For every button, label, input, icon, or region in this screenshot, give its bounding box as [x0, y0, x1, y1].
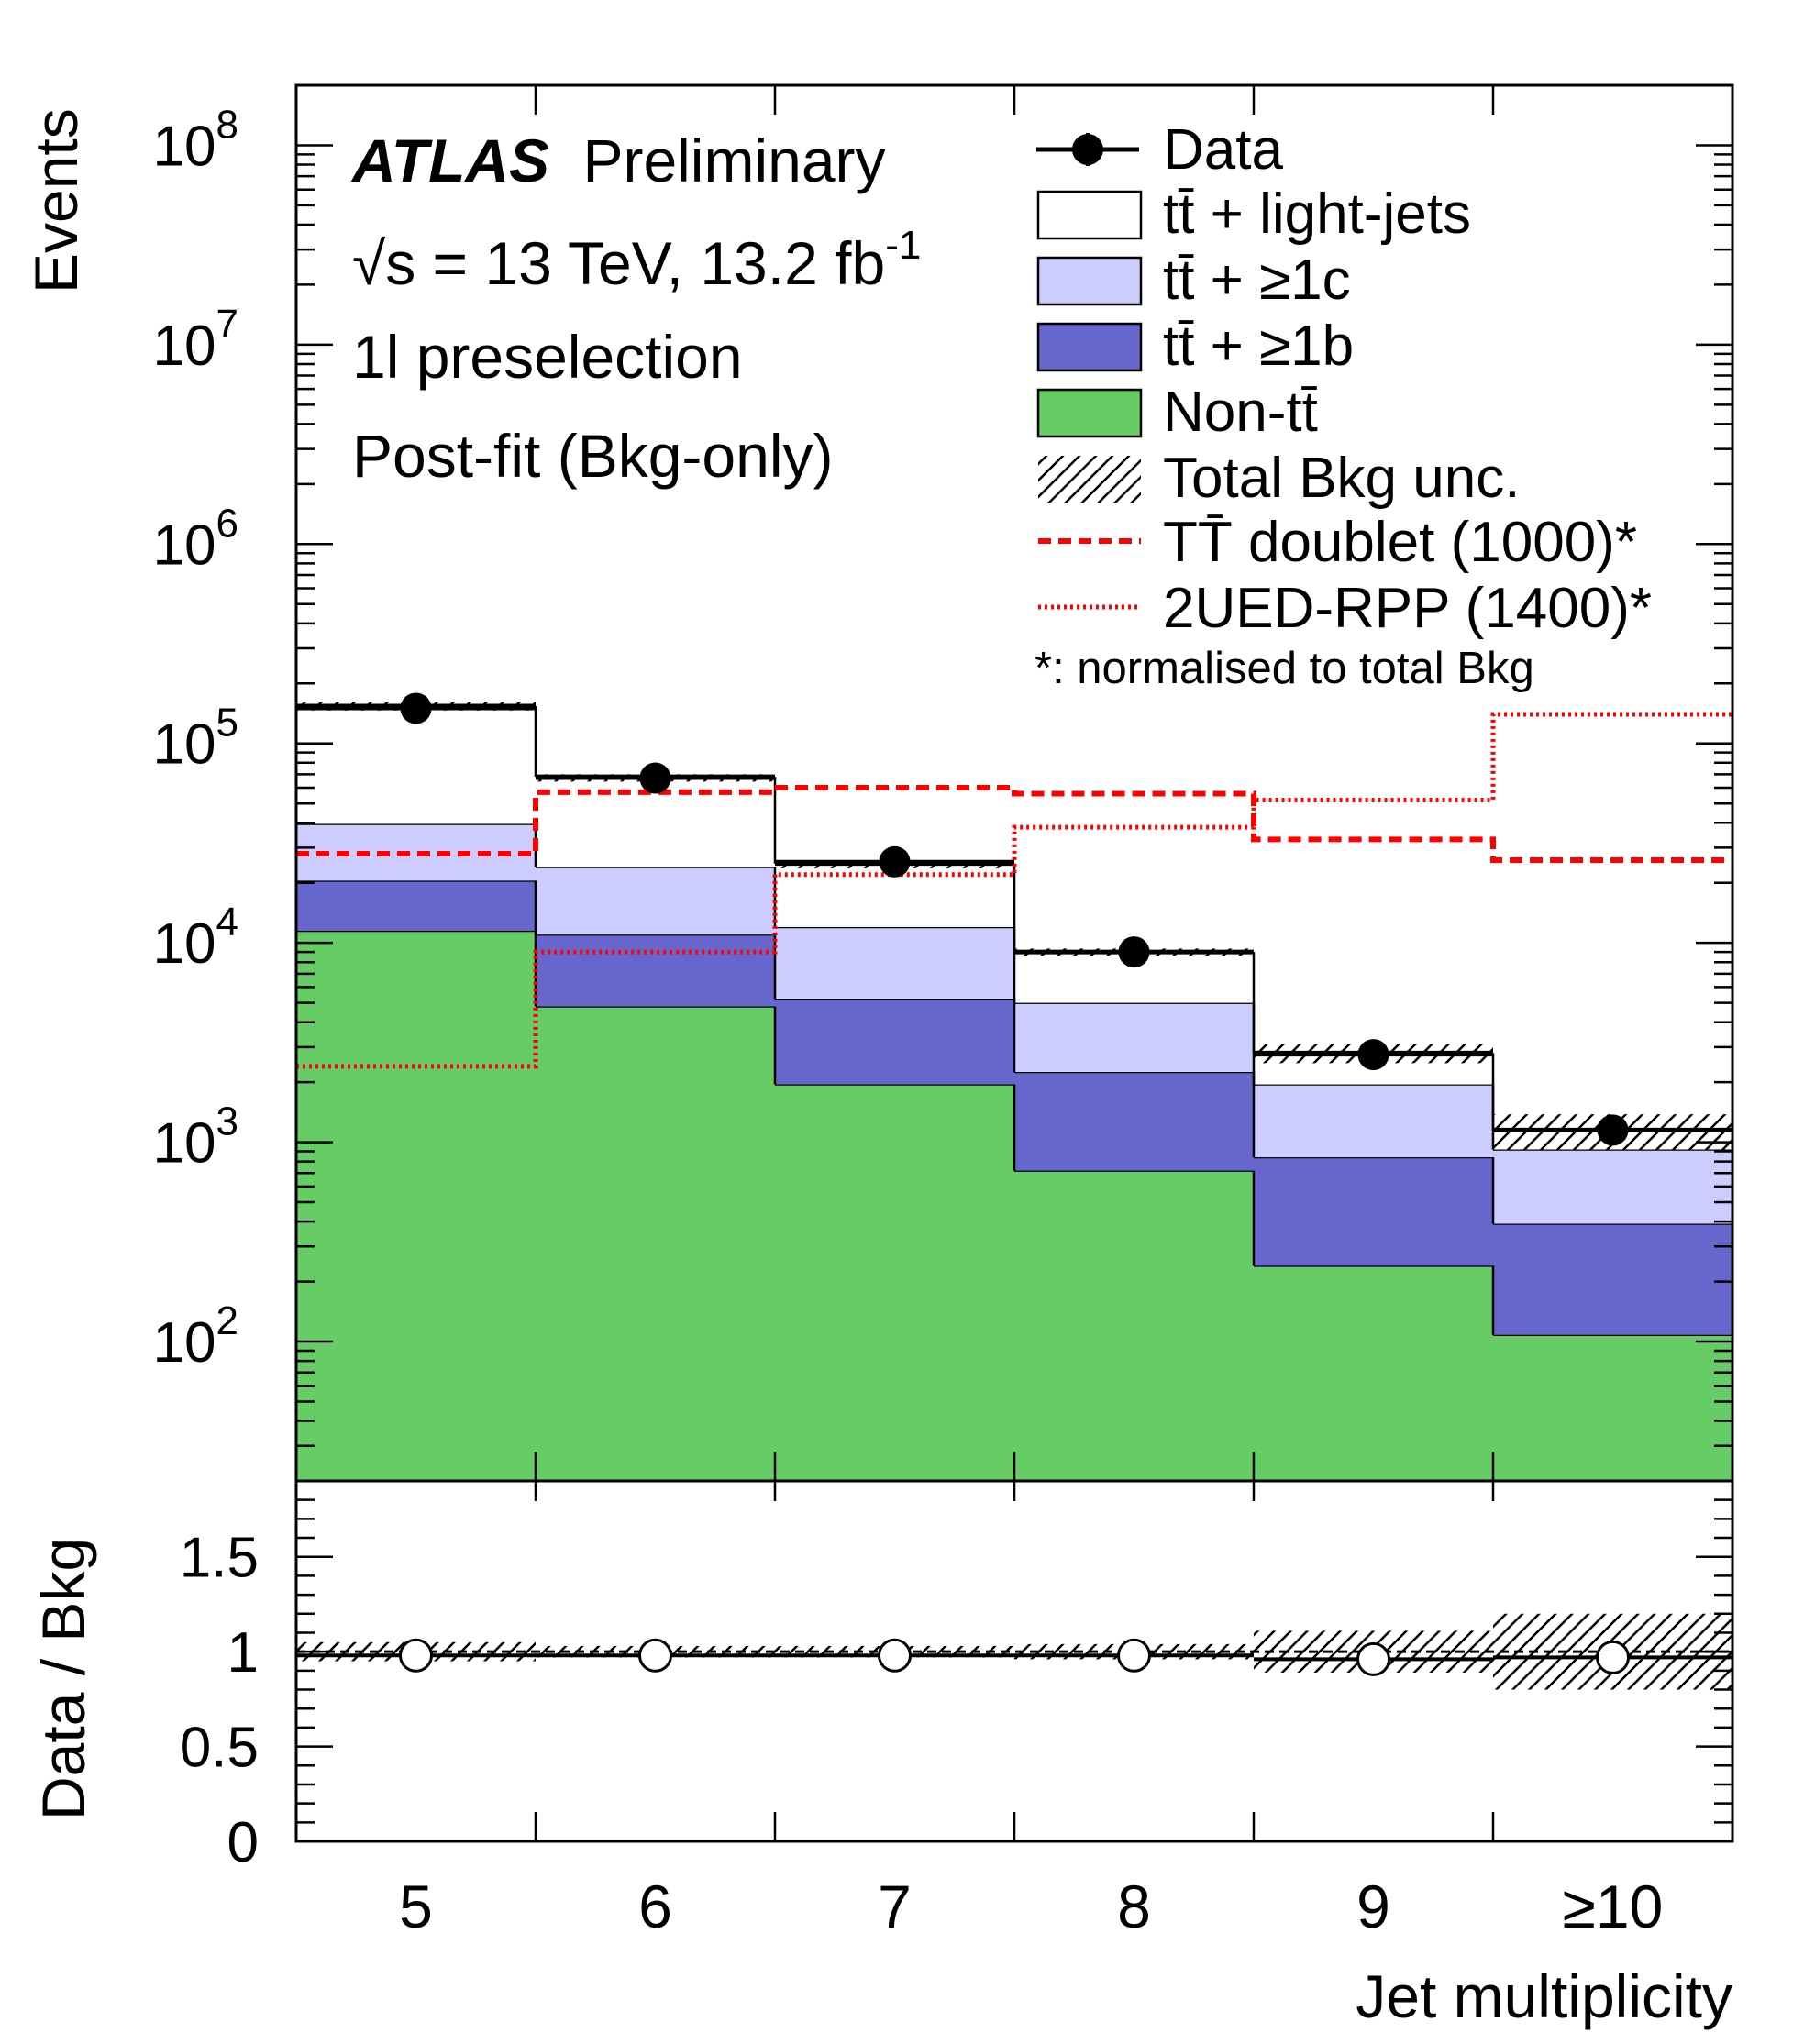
ratio-tick-label-3: 1.5: [180, 1527, 259, 1590]
bar-2-3: [1014, 1002, 1254, 1073]
y-axis-label: Events: [22, 108, 90, 293]
ratio-point-2: [878, 1638, 912, 1673]
bar-2-4: [1254, 1084, 1493, 1158]
signal-curves: [296, 712, 1732, 1069]
axes: 102 103 104 105 106 107 108 0 0.5 1 1.5 5 6 7 8 9 ≥10: [153, 83, 1732, 1940]
legend-b-swatch: [1036, 322, 1143, 372]
energy-lumi-label: √s = 13 TeV, 13.2 fb-1: [352, 223, 921, 297]
preliminary-label: Preliminary: [582, 127, 885, 194]
legend: Data tt̄ + light-jets tt̄ + ≥1c tt̄ + ≥1…: [1035, 118, 1652, 693]
x-tick-label-2: 7: [878, 1873, 912, 1940]
ratio-point-4: [1356, 1641, 1390, 1676]
bar-0-2: [775, 1084, 1014, 1481]
legend-data-marker: [1036, 133, 1139, 166]
ratio-tick-label-0: 0: [227, 1811, 259, 1874]
bar-0-4: [1254, 1265, 1493, 1481]
x-tick-label-1: 6: [638, 1873, 672, 1940]
x-tick-label-3: 8: [1117, 1873, 1151, 1940]
selection-label: 1l preselection: [352, 323, 743, 391]
bar-0-0: [296, 930, 536, 1481]
bar-1-0: [296, 880, 536, 931]
signal-curve-0: [296, 784, 1732, 863]
ratio-plot: [296, 1613, 1732, 1690]
y-tick-label-5: 107: [153, 302, 238, 378]
bar-2-1: [536, 867, 775, 935]
data-point-4: [1357, 1039, 1389, 1071]
main-plot: [296, 692, 1732, 1481]
data-point-3: [1118, 936, 1150, 968]
ratio-point-0: [399, 1638, 433, 1673]
bar-2-2: [775, 926, 1014, 1000]
legend-tt-doublet-label: TT̄ doublet (1000)*: [1163, 511, 1637, 574]
bar-2-0: [296, 823, 536, 881]
y-tick-label-3: 105: [153, 701, 238, 777]
legend-nontt-label: Non-tt̄: [1163, 381, 1318, 444]
ratio-point-1: [638, 1638, 672, 1673]
legend-nontt-swatch: [1036, 388, 1143, 438]
bar-0-5: [1493, 1334, 1732, 1481]
y-tick-label-6: 108: [153, 102, 238, 178]
legend-unc-swatch: [1038, 456, 1141, 503]
x-tick-label-4: 9: [1356, 1873, 1390, 1940]
legend-c-swatch: [1036, 256, 1143, 306]
data-point-5: [1597, 1114, 1629, 1146]
legend-unc-label: Total Bkg unc.: [1163, 447, 1520, 510]
legend-note: *: normalised to total Bkg: [1035, 644, 1534, 693]
y-tick-label-4: 106: [153, 501, 238, 577]
bar-1-1: [536, 934, 775, 1007]
data-point-2: [879, 845, 911, 878]
bar-1-4: [1254, 1157, 1493, 1266]
y-tick-label-2: 104: [153, 900, 238, 976]
ratio-point-3: [1117, 1638, 1151, 1673]
bar-2-5: [1493, 1149, 1732, 1224]
fit-label: Post-fit (Bkg-only): [352, 422, 833, 490]
ratio-band-and-points: [296, 1613, 1732, 1690]
ratio-tick-label-2: 1: [227, 1621, 259, 1685]
bar-0-3: [1014, 1170, 1254, 1481]
bar-0-1: [536, 1006, 775, 1481]
legend-b-label: tt̄ + ≥1b: [1163, 315, 1354, 378]
legend-c-label: tt̄ + ≥1c: [1163, 249, 1351, 312]
legend-light-swatch: [1036, 190, 1143, 240]
bar-3-0: [296, 705, 536, 824]
bar-1-2: [775, 999, 1014, 1085]
signal-curve-1: [296, 712, 1732, 1069]
x-tick-label-5: ≥10: [1563, 1873, 1664, 1940]
bar-1-5: [1493, 1223, 1732, 1335]
legend-light-label: tt̄ + light-jets: [1163, 182, 1471, 246]
y-tick-label-1: 103: [153, 1099, 238, 1176]
legend-data-label: Data: [1163, 118, 1283, 182]
x-tick-label-0: 5: [399, 1873, 433, 1940]
svg-text:ATLAS Preliminary: ATLAS Preliminary: [350, 127, 886, 194]
y-tick-label-0: 102: [153, 1298, 238, 1375]
legend-ued-label: 2UED-RPP (1400)*: [1163, 577, 1652, 640]
data-point-1: [639, 762, 671, 794]
background-stack: [296, 704, 1732, 1481]
atlas-label: ATLAS: [350, 127, 549, 194]
ratio-tick-label-1: 0.5: [180, 1717, 259, 1780]
data-point-0: [400, 692, 432, 724]
bar-1-3: [1014, 1072, 1254, 1171]
ratio-point-5: [1596, 1640, 1630, 1674]
data-points: [296, 692, 1732, 1146]
x-axis-label: Jet multiplicity: [1356, 1962, 1732, 2030]
ratio-y-axis-label: Data / Bkg: [29, 1538, 97, 1820]
